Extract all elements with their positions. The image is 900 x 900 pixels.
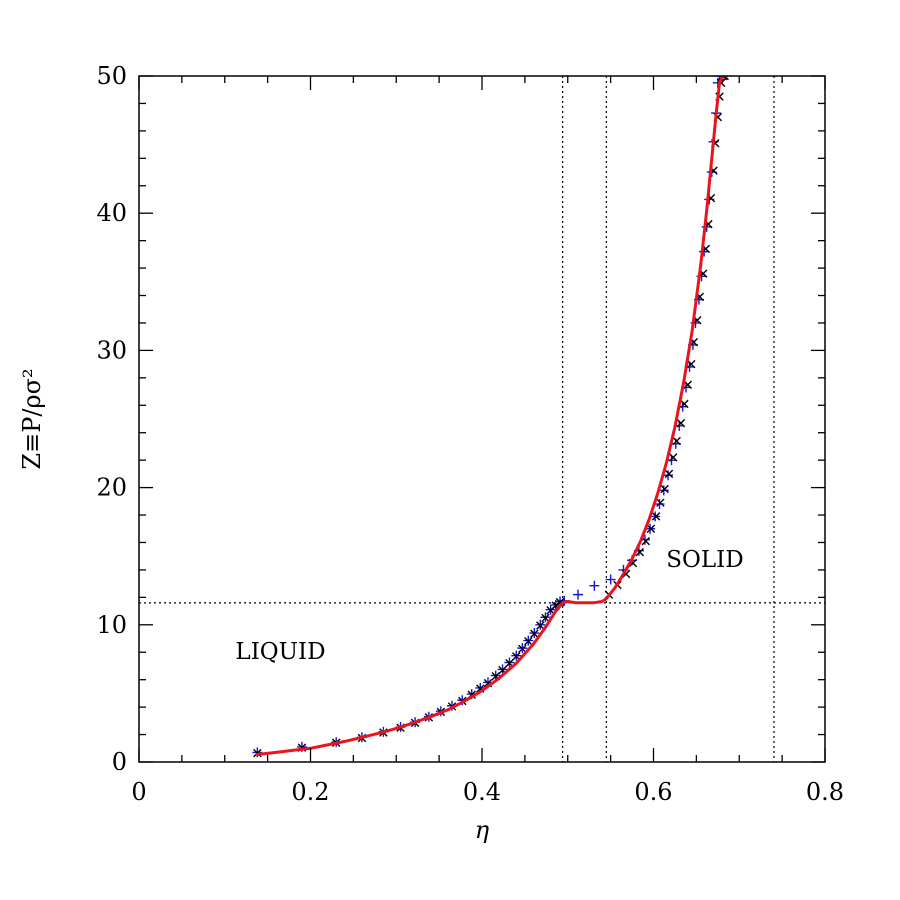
x-tick-label: 0.6 [634,778,672,806]
cross-marker [680,399,689,409]
x-tick-labels: 0 0.2 0.4 0.6 0.8 [131,778,844,806]
y-tick-label: 30 [96,336,127,364]
cross-marker [664,469,674,479]
annotation-liquid: LIQUID [235,639,325,665]
cross-marker [686,359,696,369]
y-tick-label: 0 [112,748,127,776]
y-tick-label: 10 [96,611,127,639]
cross-marker [676,418,686,428]
cross-marker [530,629,539,638]
x-axis-title: η [475,816,490,844]
cross-marker [641,536,651,546]
y-tick-label: 50 [96,62,127,90]
x-tick-label: 0 [131,778,146,806]
y-axis-title: Z≡P/ρσ² [18,368,46,469]
data-series [252,76,729,758]
cross-marker [668,453,678,462]
annotations: LIQUID SOLID [235,547,743,665]
cross-marker [672,436,681,446]
cross-marker [541,613,550,623]
cross-marker [524,637,533,646]
cross-marker [651,512,661,521]
fit-curve [255,76,727,756]
annotation-solid: SOLID [666,547,743,573]
y-tick-labels: 0 10 20 30 40 50 [96,62,127,776]
plus-marker [573,589,584,600]
x-tick-label: 0.8 [806,778,844,806]
cross-marker [660,484,669,494]
axis-ticks [138,75,826,763]
cross-marker [536,621,545,630]
plus-marker [605,574,616,585]
x-tick-label: 0.2 [291,778,329,806]
y-tick-label: 20 [96,474,127,502]
y-tick-label: 40 [96,199,127,227]
cross-marker [518,644,527,654]
x-tick-label: 0.4 [463,778,501,806]
cross-marker [646,524,656,534]
cross-marker [656,498,665,507]
plus-marker [589,580,600,591]
cross-marker [683,380,693,389]
reference-lines [139,76,825,762]
